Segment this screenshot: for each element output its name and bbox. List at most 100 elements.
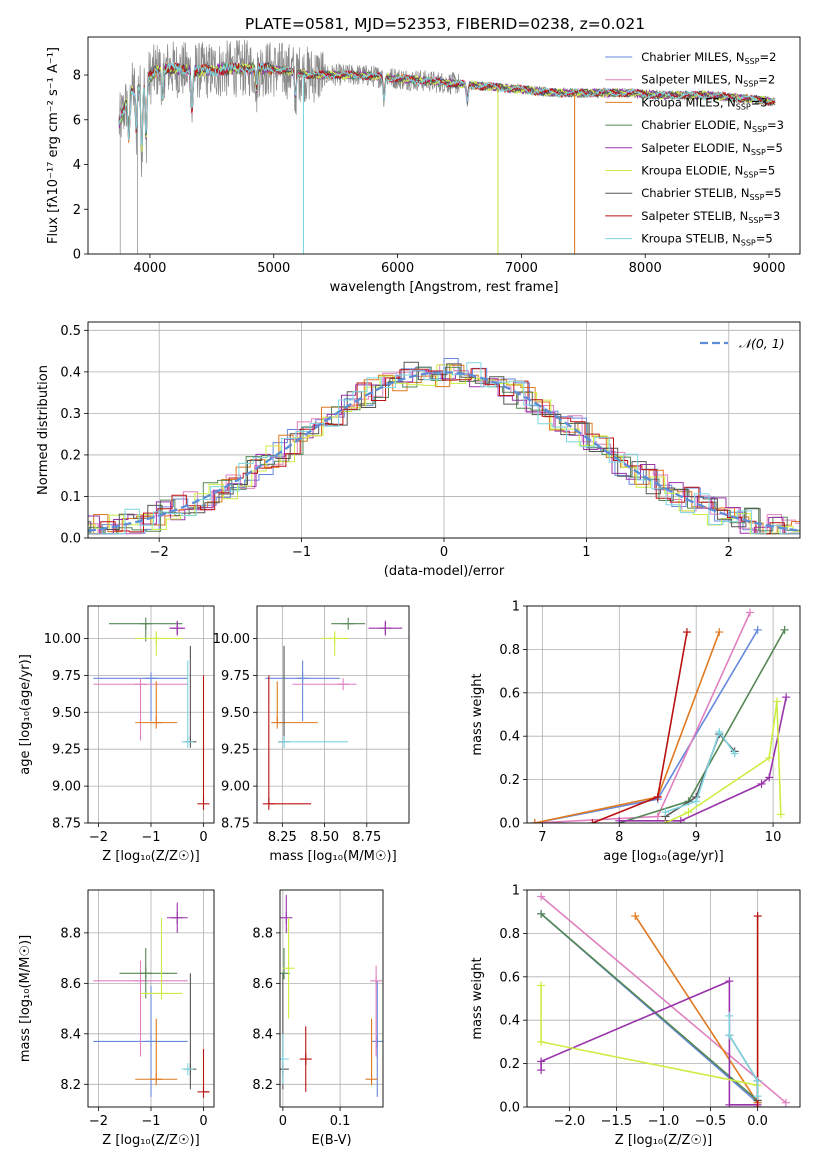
y-tick-label: 8.4: [252, 1027, 273, 1042]
legend-subscript: SSP: [743, 171, 758, 180]
massweight-Z-plot-area: [537, 892, 790, 1107]
spectrum-plot-area: [118, 39, 776, 254]
massweight-age-panel: 7 8 9 10 0.0 0.2 0.4 0.6 0.8 1 age [log₁₀(age/yr)]…: [470, 600, 801, 864]
y-tick-label: 0.2: [499, 773, 520, 788]
x-tick-label: 8.50: [310, 830, 339, 845]
x-tick-label: 6000: [381, 261, 414, 276]
spectrum-model-line: [118, 61, 776, 146]
y-tick-label: 0.4: [60, 365, 81, 380]
x-tick-label: 1: [582, 545, 590, 560]
y-tick-label: 2: [73, 203, 81, 218]
legend-entry: Salpeter ELODIE, NSSP=5: [641, 141, 783, 157]
y-tick-label: 4: [73, 158, 81, 173]
residual-histogram: [88, 368, 800, 535]
legend-nssp: =5: [758, 164, 775, 178]
y-tick-label: 8.6: [252, 977, 273, 992]
legend-entry: Chabrier ELODIE, NSSP=3: [641, 118, 784, 134]
legend-subscript: SSP: [744, 57, 759, 66]
y-tick-label: 0.8: [499, 927, 520, 942]
x-tick-label: 0: [279, 1114, 287, 1129]
y-tick-label: 0.0: [499, 1101, 520, 1116]
residuals-panel: −2 −1 0 1 2 0.0 0.1 0.2 0.3 0.4 0.5 (data-model)/er…: [36, 321, 801, 579]
x-tick-label: −2: [89, 830, 108, 845]
legend-nssp: =2: [759, 50, 776, 64]
legend-entry: Chabrier MILES, NSSP=2: [641, 50, 776, 66]
legend-nssp: =3: [767, 118, 784, 132]
y-tick-label: 8.8: [60, 926, 81, 941]
mass-weight-line: [540, 895, 787, 1104]
residual-histogram: [88, 370, 800, 535]
legend-nssp: =5: [766, 141, 783, 155]
y-tick-label: 1: [512, 600, 520, 615]
x-tick-label: 9000: [752, 261, 785, 276]
x-axis-label: (data-model)/error: [384, 564, 505, 579]
y-axis-label: mass [log₁₀(M/M☉)]: [18, 935, 33, 1062]
y-tick-label: 8.75: [52, 817, 81, 832]
residuals-plot-area: [88, 358, 800, 535]
legend-subscript: SSP: [749, 193, 764, 202]
y-tick-label: 8.8: [252, 926, 273, 941]
axes-frame: [87, 36, 801, 255]
legend-subscript: SSP: [736, 102, 751, 111]
y-tick-label: 9.00: [221, 780, 250, 795]
y-tick-label: 9.75: [221, 669, 250, 684]
mass-weight-line: [634, 915, 759, 1104]
y-tick-label: 9.25: [52, 743, 81, 758]
x-tick-label: −1: [141, 830, 160, 845]
x-tick-label: 0.1: [330, 1114, 351, 1129]
residual-histogram: [88, 361, 800, 535]
age-Z-plot-area: [93, 617, 210, 810]
x-tick-label: 7: [538, 830, 546, 845]
x-tick-label: 10: [765, 830, 782, 845]
legend-entry: Chabrier STELIB, NSSP=5: [641, 186, 781, 202]
y-tick-label: 0.0: [499, 817, 520, 832]
x-tick-label: 0: [199, 830, 207, 845]
legend-entry: Kroupa STELIB, NSSP=5: [641, 232, 772, 248]
y-tick-label: 8.2: [252, 1078, 273, 1093]
x-tick-label: −0.5: [695, 1114, 727, 1129]
x-axis-label: Z [log₁₀(Z/Z☉)]: [615, 1133, 712, 1148]
x-tick-label: −1.5: [601, 1114, 633, 1129]
normal-reference-curve: [88, 371, 800, 532]
mass-Z-panel: −2 −1 0 8.2 8.4 8.6 8.8 Z [log₁₀(Z/Z☉)] mass [lo…: [18, 889, 215, 1148]
x-tick-label: 0.0: [747, 1114, 768, 1129]
y-tick-label: 0.4: [499, 730, 520, 745]
y-tick-label: 8: [73, 69, 81, 84]
y-tick-label: 1: [512, 884, 520, 899]
x-tick-label: 0: [199, 1114, 207, 1129]
x-axis-label: age [log₁₀(age/yr)]: [603, 849, 724, 864]
mass-weight-line: [728, 1015, 759, 1097]
axes-frame: [526, 605, 801, 824]
legend-nssp: =3: [751, 95, 768, 109]
x-axis-label: wavelength [Angstrom, rest frame]: [330, 280, 559, 295]
y-tick-label: 9.75: [52, 669, 81, 684]
y-tick-label: 0: [73, 248, 81, 263]
figure-title: PLATE=0581, MJD=52353, FIBERID=0238, z=0…: [245, 15, 645, 33]
y-tick-label: 10.00: [44, 632, 81, 647]
y-tick-label: 10.00: [213, 632, 250, 647]
y-tick-label: 8.6: [60, 977, 81, 992]
legend-subscript: SSP: [743, 80, 758, 89]
legend-entry: 𝒩(0, 1): [739, 336, 785, 351]
residual-histogram: [88, 364, 800, 535]
massweight-age-plot-area: [530, 608, 791, 823]
legend-entry: Kroupa ELODIE, NSSP=5: [641, 164, 775, 180]
legend-subscript: SSP: [748, 216, 763, 225]
age-Z-panel: −2 −1 0 8.75 9.00 9.25 9.50 9.75 10.00 Z [log₁₀(Z…: [18, 605, 215, 864]
y-tick-label: 9.50: [221, 706, 250, 721]
x-tick-label: 8.75: [352, 830, 381, 845]
y-tick-label: 0.1: [60, 490, 81, 505]
legend-subscript: SSP: [751, 148, 766, 157]
legend-nssp: =5: [756, 232, 773, 246]
x-tick-label: 8: [615, 830, 623, 845]
axes-frame: [526, 889, 801, 1108]
y-tick-label: 8.2: [60, 1078, 81, 1093]
y-tick-label: 9.50: [52, 706, 81, 721]
mass-weight-line: [540, 913, 759, 1102]
axes-frame: [87, 321, 801, 539]
y-tick-label: 0.3: [60, 407, 81, 422]
axes-frame: [279, 889, 384, 1108]
x-tick-label: 8.25: [268, 830, 297, 845]
